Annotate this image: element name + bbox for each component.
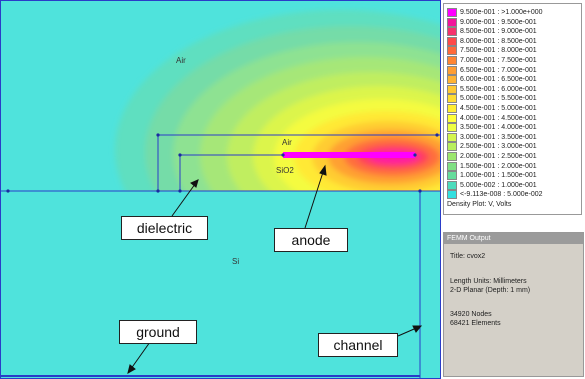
legend-entry: 2.500e-001 : 3.000e-001 xyxy=(447,142,581,152)
output-elements-line: 68421 Elements xyxy=(450,320,501,327)
legend-entry: 2.000e-001 : 2.500e-001 xyxy=(447,152,581,161)
legend-entry: 5.500e-001 : 6.000e-001 xyxy=(447,84,581,94)
material-label-si: Si xyxy=(232,257,240,266)
legend-swatch xyxy=(447,36,457,46)
legend-entry: 7.500e-001 : 8.000e-001 xyxy=(447,46,581,56)
legend-entry: <-9.113e-008 : 5.000e-002 xyxy=(447,190,581,200)
output-problem-line: 2-D Planar (Depth: 1 mm) xyxy=(450,287,531,294)
legend-swatch xyxy=(447,142,457,152)
legend-swatch xyxy=(447,190,457,200)
legend-entry-label: 3.000e-001 : 3.500e-001 xyxy=(460,133,537,141)
legend-entry: 8.000e-001 : 8.500e-001 xyxy=(447,36,581,46)
legend-entry-label: 3.500e-001 : 4.000e-001 xyxy=(460,124,537,132)
legend-swatch xyxy=(447,8,457,17)
legend-swatch xyxy=(447,132,457,142)
legend-entry-label: 5.000e-001 : 5.500e-001 xyxy=(460,95,537,103)
legend-entry: 4.000e-001 : 4.500e-001 xyxy=(447,113,581,123)
legend-swatch xyxy=(447,75,457,85)
legend-entry: 8.500e-001 : 9.000e-001 xyxy=(447,27,581,37)
material-label-sio2: SiO2 xyxy=(276,166,294,175)
legend-entry: 9.000e-001 : 9.500e-001 xyxy=(447,17,581,27)
geometry-nodes xyxy=(6,133,439,193)
output-units-line: Length Units: Millimeters xyxy=(450,278,527,285)
legend-entry-label: 7.500e-001 : 8.000e-001 xyxy=(460,47,537,55)
callout-channel: channel xyxy=(318,333,398,357)
legend-swatch xyxy=(447,17,457,27)
density-plot-canvas xyxy=(0,0,441,379)
legend-title: Density Plot: V, Volts xyxy=(447,201,512,208)
legend-swatch xyxy=(447,65,457,75)
legend-entry: 6.500e-001 : 7.000e-001 xyxy=(447,65,581,75)
output-panel-header: FEMM Output xyxy=(444,233,583,244)
femm-output-panel: FEMM Output Title: cvox2 Length Units: M… xyxy=(443,232,584,377)
density-legend: 9.500e-001 : >1.000e+000 9.000e-001 : 9.5… xyxy=(443,3,582,215)
legend-entry-label: 4.500e-001 : 5.000e-001 xyxy=(460,105,537,112)
legend-swatch xyxy=(447,104,457,113)
legend-entry-label: 5.500e-001 : 6.000e-001 xyxy=(460,85,537,93)
legend-entry: 4.500e-001 : 5.000e-001 xyxy=(447,104,581,113)
legend-swatch xyxy=(447,46,457,56)
callout-ground: ground xyxy=(119,320,197,344)
legend-entry: 3.000e-001 : 3.500e-001 xyxy=(447,132,581,142)
legend-entry-label: 1.500e-001 : 2.000e-001 xyxy=(460,162,537,170)
legend-entry-label: 2.500e-001 : 3.000e-001 xyxy=(460,143,537,151)
legend-swatch xyxy=(447,123,457,133)
output-title-line: Title: cvox2 xyxy=(450,253,486,260)
density-plot xyxy=(0,0,441,379)
legend-entry: 3.500e-001 : 4.000e-001 xyxy=(447,123,581,133)
legend-entry: 9.500e-001 : >1.000e+000 xyxy=(447,8,581,17)
legend-entry-label: 9.500e-001 : >1.000e+000 xyxy=(460,9,543,16)
legend-swatch xyxy=(447,56,457,65)
anode-electrode xyxy=(283,152,415,158)
callout-anode: anode xyxy=(274,228,348,252)
material-label-air-upper: Air xyxy=(176,56,186,65)
legend-swatch xyxy=(447,27,457,37)
legend-entry-label: 7.000e-001 : 7.500e-001 xyxy=(460,57,537,64)
callout-arrows xyxy=(127,164,423,375)
legend-entry: 6.000e-001 : 6.500e-001 xyxy=(447,75,581,85)
legend-entry-label: 6.000e-001 : 6.500e-001 xyxy=(460,76,537,84)
legend-entry-label: 5.000e-002 : 1.000e-001 xyxy=(460,181,537,189)
legend-entry: 1.500e-001 : 2.000e-001 xyxy=(447,161,581,171)
legend-entry-label: 2.000e-001 : 2.500e-001 xyxy=(460,153,537,160)
legend-swatch xyxy=(447,171,457,181)
legend-entry: 5.000e-001 : 5.500e-001 xyxy=(447,94,581,104)
legend-entry-label: 9.000e-001 : 9.500e-001 xyxy=(460,18,537,26)
legend-entry-label: 4.000e-001 : 4.500e-001 xyxy=(460,114,537,122)
material-label-air-lower: Air xyxy=(282,138,292,147)
legend-entry-label: 8.000e-001 : 8.500e-001 xyxy=(460,37,537,45)
legend-entry-label: 8.500e-001 : 9.000e-001 xyxy=(460,28,537,36)
legend-swatch xyxy=(447,94,457,104)
output-nodes-line: 34920 Nodes xyxy=(450,311,492,318)
legend-entry: 1.000e-001 : 1.500e-001 xyxy=(447,171,581,181)
legend-entry-label: <-9.113e-008 : 5.000e-002 xyxy=(460,191,543,199)
legend-swatch xyxy=(447,113,457,123)
legend-entry-label: 6.500e-001 : 7.000e-001 xyxy=(460,66,537,74)
legend-entry: 5.000e-002 : 1.000e-001 xyxy=(447,180,581,190)
legend-swatch xyxy=(447,84,457,94)
legend-swatch xyxy=(447,180,457,190)
legend-entry: 7.000e-001 : 7.500e-001 xyxy=(447,56,581,65)
legend-swatch xyxy=(447,152,457,161)
legend-swatch xyxy=(447,161,457,171)
legend-entry-label: 1.000e-001 : 1.500e-001 xyxy=(460,172,537,180)
callout-dielectric: dielectric xyxy=(121,216,208,240)
